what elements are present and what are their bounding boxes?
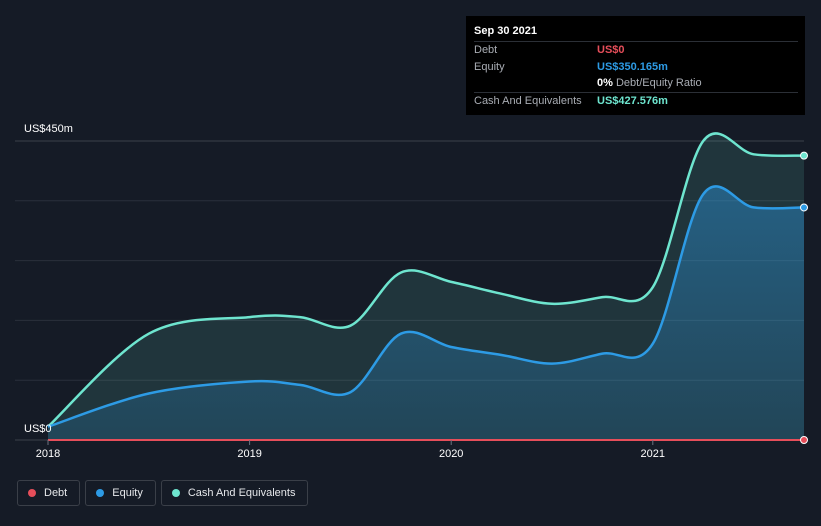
tooltip: Sep 30 2021 Debt US$0 Equity US$350.165m… [466, 16, 805, 115]
tooltip-equity-row: Equity US$350.165m [474, 59, 798, 76]
legend-label-debt: Debt [44, 487, 68, 499]
legend-label-cash: Cash And Equivalents [187, 487, 296, 499]
legend-item-equity[interactable]: Equity [85, 480, 156, 506]
cash-dot-icon [171, 489, 180, 497]
cash-and-equivalents-line [47, 132, 805, 428]
x-tick-label: 2020 [439, 448, 463, 460]
x-tick-label: 2019 [237, 448, 261, 460]
legend-item-cash[interactable]: Cash And Equivalents [160, 480, 309, 506]
tooltip-equity-label: Equity [474, 60, 505, 73]
tooltip-ratio-value: 0% [597, 77, 613, 89]
tooltip-cash-row: Cash And Equivalents US$427.576m [474, 91, 798, 110]
equity-line [47, 185, 805, 428]
equity-end-marker [800, 203, 808, 212]
tooltip-date: Sep 30 2021 [474, 25, 537, 37]
tooltip-equity-value: US$350.165m [597, 60, 668, 73]
series-lines [47, 132, 805, 442]
debt-dot-icon [28, 489, 36, 497]
cash-and-equivalents-end-marker [800, 151, 808, 160]
tooltip-debt-value: US$0 [597, 44, 625, 56]
debt-end-marker [800, 436, 808, 444]
legend-label-equity: Equity [112, 487, 143, 499]
area-fills [48, 133, 804, 440]
tooltip-debt-row: Debt US$0 [474, 41, 798, 59]
tooltip-cash-label: Cash And Equivalents [474, 94, 582, 107]
legend-item-debt[interactable]: Debt [17, 480, 81, 506]
tooltip-ratio-label: Debt/Equity Ratio [615, 77, 702, 89]
tooltip-cash-value: US$427.576m [597, 94, 668, 107]
y-tick-label: US$0 [24, 423, 52, 435]
tooltip-ratio: 0% Debt/Equity Ratio [597, 75, 702, 92]
equity-dot-icon [96, 489, 105, 497]
y-tick-label: US$450m [24, 123, 73, 135]
x-tick-label: 2018 [36, 448, 60, 460]
legend: Debt Equity Cash And Equivalents [17, 480, 313, 506]
tooltip-debt-label: Debt [474, 44, 498, 56]
axis-ticks: US$450m US$0 2018 2019 2020 2021 [24, 123, 665, 460]
equity-area [48, 186, 804, 440]
tooltip-ratio-row: 0% Debt/Equity Ratio [474, 75, 798, 92]
x-tick-label: 2021 [641, 448, 665, 460]
end-markers [800, 151, 808, 444]
